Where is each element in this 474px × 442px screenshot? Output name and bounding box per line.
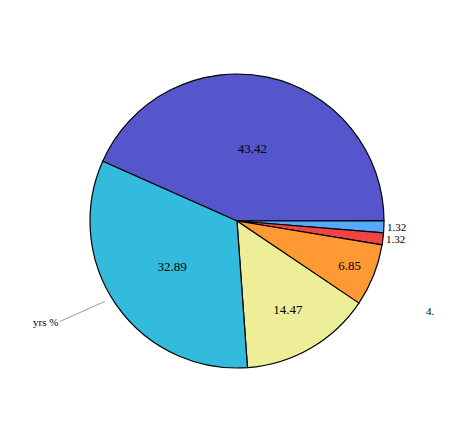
svg-text:1.32: 1.32	[387, 221, 406, 233]
svg-text:6.85: 6.85	[338, 258, 361, 273]
svg-text:1.32: 1.32	[386, 233, 405, 245]
svg-text:yrs %: yrs %	[33, 316, 58, 328]
svg-text:43.42: 43.42	[238, 141, 267, 156]
svg-text:32.89: 32.89	[158, 259, 187, 274]
svg-text:14.47: 14.47	[273, 302, 303, 317]
svg-text:4.: 4.	[426, 305, 435, 317]
